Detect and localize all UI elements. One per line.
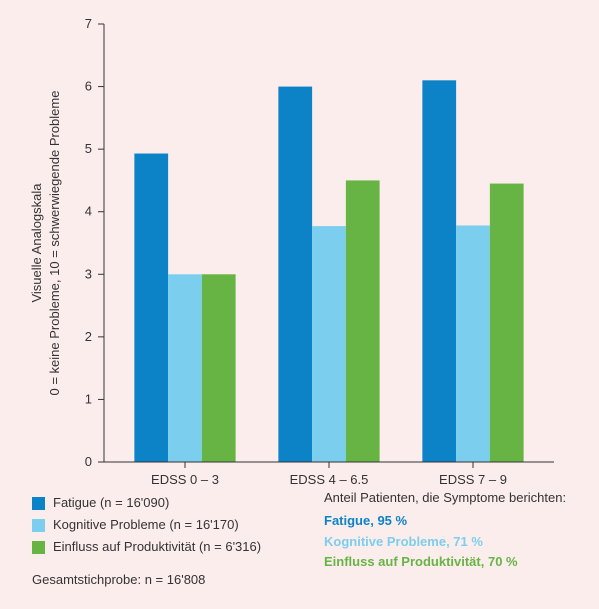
- y-tick-label: 4: [85, 204, 92, 219]
- y-axis-title-line2: 0 = keine Probleme, 10 = schwerwiegende …: [46, 24, 64, 462]
- reporting-share-item: Einfluss auf Produktivität, 70 %: [324, 552, 566, 573]
- legend-label: Fatigue (n = 16'090): [53, 492, 169, 514]
- y-axis-title: Visuelle Analogskala 0 = keine Probleme,…: [28, 24, 63, 462]
- legend-item: Kognitive Probleme (n = 16'170): [32, 514, 261, 536]
- bar-fatigue: [134, 154, 168, 462]
- bar-kognitive-probleme: [168, 274, 202, 462]
- legend-swatch: [32, 541, 45, 554]
- y-tick-label: 7: [85, 16, 92, 31]
- bar-chart: 01234567EDSS 0 – 3EDSS 4 – 6.5EDSS 7 – 9: [104, 24, 554, 462]
- reporting-share-title: Anteil Patienten, die Symptome berichten…: [324, 488, 566, 509]
- legend-swatch: [32, 519, 45, 532]
- legend-item: Einfluss auf Produktivität (n = 6'316): [32, 536, 261, 558]
- bar-einfluss-auf-produktivität: [490, 184, 524, 462]
- y-tick-label: 1: [85, 391, 92, 406]
- bar-fatigue: [278, 87, 312, 462]
- y-tick-label: 5: [85, 141, 92, 156]
- y-tick-label: 3: [85, 266, 92, 281]
- legend: Fatigue (n = 16'090)Kognitive Probleme (…: [32, 492, 261, 558]
- x-tick-label: EDSS 4 – 6.5: [290, 472, 369, 487]
- bar-kognitive-probleme: [312, 226, 346, 462]
- reporting-share-item: Kognitive Probleme, 71 %: [324, 532, 566, 553]
- reporting-share-box: Anteil Patienten, die Symptome berichten…: [324, 488, 566, 573]
- bar-kognitive-probleme: [456, 225, 490, 462]
- chart-svg: 01234567EDSS 0 – 3EDSS 4 – 6.5EDSS 7 – 9: [104, 24, 554, 462]
- legend-label: Kognitive Probleme (n = 16'170): [53, 514, 239, 536]
- sample-total: Gesamtstichprobe: n = 16'808: [32, 572, 205, 587]
- y-tick-label: 2: [85, 329, 92, 344]
- legend-item: Fatigue (n = 16'090): [32, 492, 261, 514]
- reporting-share-item: Fatigue, 95 %: [324, 511, 566, 532]
- x-tick-label: EDSS 0 – 3: [151, 472, 219, 487]
- legend-label: Einfluss auf Produktivität (n = 6'316): [53, 536, 261, 558]
- bar-einfluss-auf-produktivität: [346, 180, 380, 462]
- x-tick-label: EDSS 7 – 9: [439, 472, 507, 487]
- bar-einfluss-auf-produktivität: [202, 274, 236, 462]
- y-axis-title-line1: Visuelle Analogskala: [28, 24, 46, 462]
- y-tick-label: 0: [85, 454, 92, 469]
- y-tick-label: 6: [85, 79, 92, 94]
- legend-swatch: [32, 497, 45, 510]
- bar-fatigue: [422, 80, 456, 462]
